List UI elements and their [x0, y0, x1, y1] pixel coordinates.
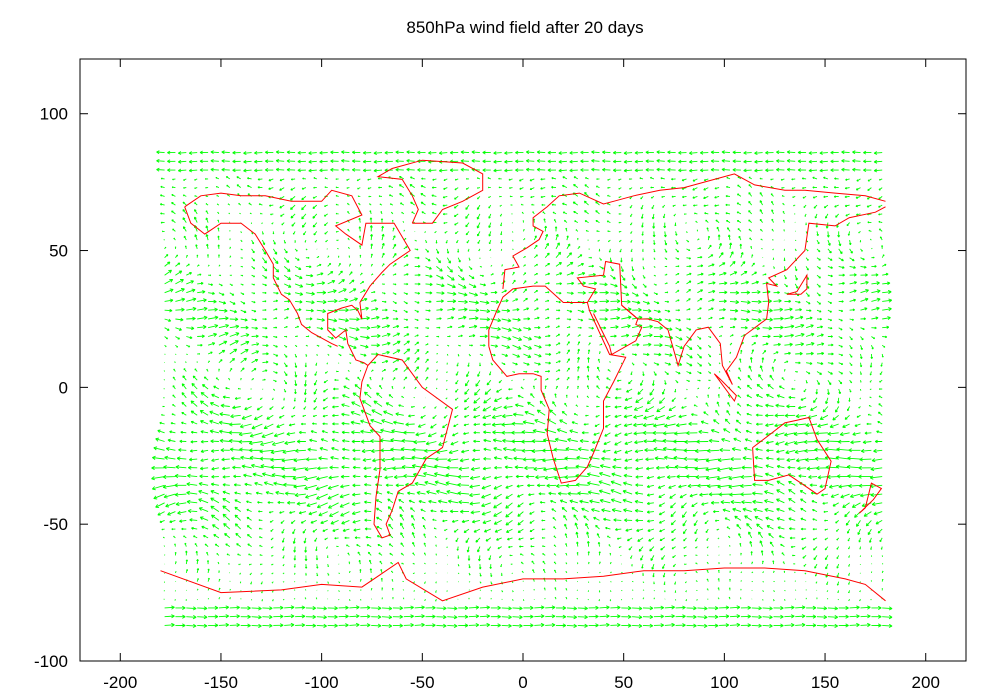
x-tick-label: 50 — [614, 673, 633, 692]
x-tick-label: 150 — [811, 673, 839, 692]
y-tick-label: -50 — [43, 515, 68, 534]
x-axis-tick-labels: -200 -150 -100 -50 0 50 100 150 200 — [103, 673, 940, 692]
y-axis-tick-labels: 100 50 0 -50 -100 — [34, 105, 68, 671]
x-tick-label: 200 — [912, 673, 940, 692]
y-tick-label: 0 — [59, 378, 68, 397]
coastline — [713, 373, 737, 403]
y-tick-label: -100 — [34, 652, 68, 671]
coastline — [786, 273, 808, 295]
coastline — [160, 561, 886, 602]
coastline — [376, 159, 484, 224]
wind-vectors — [151, 150, 893, 629]
x-tick-label: -50 — [410, 673, 435, 692]
coastline — [858, 482, 883, 514]
coastline — [621, 206, 886, 385]
coastline — [502, 173, 886, 289]
wind-vector-arrows — [151, 150, 893, 629]
x-tick-label: 0 — [518, 673, 527, 692]
plot-frame — [79, 58, 967, 662]
chart-title: 850hPa wind field after 20 days — [406, 18, 644, 37]
x-tick-label: -150 — [204, 673, 238, 692]
coastline — [184, 206, 338, 347]
axis-ticks — [80, 59, 966, 662]
y-tick-label: 100 — [40, 105, 68, 124]
x-tick-label: -100 — [305, 673, 339, 692]
y-tick-label: 50 — [49, 242, 68, 261]
coastline — [752, 416, 832, 495]
coastline — [184, 189, 454, 539]
x-tick-label: 100 — [710, 673, 738, 692]
coastline — [488, 285, 627, 484]
coastlines — [160, 159, 886, 602]
x-tick-label: -200 — [103, 673, 137, 692]
